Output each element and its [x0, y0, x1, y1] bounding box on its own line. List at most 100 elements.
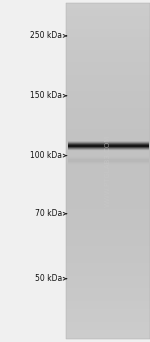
- Bar: [66, 326, 150, 330]
- Bar: [66, 58, 150, 62]
- Bar: [68, 150, 148, 151]
- Bar: [66, 3, 150, 8]
- Bar: [66, 205, 150, 209]
- Bar: [66, 70, 150, 75]
- Bar: [68, 159, 148, 160]
- Bar: [66, 41, 150, 45]
- Bar: [66, 247, 150, 251]
- Bar: [68, 157, 148, 158]
- Bar: [66, 121, 150, 125]
- Bar: [66, 276, 150, 280]
- Bar: [66, 125, 150, 129]
- Bar: [66, 133, 150, 137]
- Bar: [66, 117, 150, 121]
- Bar: [68, 162, 148, 163]
- Bar: [66, 313, 150, 318]
- Bar: [66, 192, 150, 196]
- Bar: [66, 280, 150, 284]
- Bar: [66, 267, 150, 272]
- Text: WWW.PTGLAB3.COM: WWW.PTGLAB3.COM: [105, 135, 111, 207]
- Bar: [68, 161, 148, 162]
- Bar: [66, 305, 150, 309]
- Bar: [66, 217, 150, 221]
- Bar: [66, 318, 150, 322]
- Bar: [66, 322, 150, 326]
- Bar: [66, 137, 150, 142]
- Bar: [66, 100, 150, 104]
- Bar: [66, 334, 150, 339]
- Bar: [66, 297, 150, 301]
- Bar: [66, 108, 150, 112]
- Bar: [66, 272, 150, 276]
- Bar: [66, 213, 150, 217]
- Bar: [66, 87, 150, 91]
- Bar: [66, 251, 150, 255]
- Bar: [66, 230, 150, 234]
- Bar: [66, 238, 150, 242]
- Bar: [66, 16, 150, 20]
- Bar: [68, 160, 148, 161]
- Bar: [66, 158, 150, 163]
- Bar: [66, 12, 150, 16]
- Text: 70 kDa: 70 kDa: [35, 209, 62, 218]
- Bar: [66, 242, 150, 246]
- Bar: [68, 146, 148, 147]
- Bar: [66, 234, 150, 238]
- Bar: [66, 330, 150, 334]
- Bar: [66, 104, 150, 108]
- Bar: [66, 62, 150, 66]
- Bar: [68, 158, 148, 159]
- Bar: [66, 154, 150, 158]
- Bar: [66, 180, 150, 184]
- Bar: [68, 163, 148, 164]
- Bar: [68, 164, 148, 165]
- Bar: [66, 196, 150, 200]
- Bar: [66, 171, 150, 175]
- Bar: [68, 156, 148, 157]
- Bar: [66, 292, 150, 297]
- Bar: [66, 66, 150, 70]
- Bar: [68, 143, 148, 144]
- Text: 100 kDa: 100 kDa: [30, 151, 62, 160]
- Bar: [68, 147, 148, 148]
- Bar: [66, 225, 150, 230]
- Bar: [66, 301, 150, 305]
- Bar: [66, 184, 150, 188]
- Bar: [66, 75, 150, 79]
- Bar: [66, 188, 150, 192]
- Text: 50 kDa: 50 kDa: [35, 274, 62, 283]
- Bar: [66, 209, 150, 213]
- Text: 250 kDa: 250 kDa: [30, 31, 62, 40]
- Bar: [66, 263, 150, 267]
- Bar: [66, 20, 150, 24]
- Bar: [66, 200, 150, 205]
- Bar: [66, 284, 150, 288]
- Bar: [66, 221, 150, 225]
- Bar: [66, 129, 150, 133]
- Bar: [66, 112, 150, 117]
- Bar: [66, 3, 150, 339]
- Bar: [66, 259, 150, 263]
- Bar: [66, 255, 150, 259]
- Bar: [66, 309, 150, 313]
- Bar: [68, 144, 148, 145]
- Bar: [66, 83, 150, 87]
- Text: 150 kDa: 150 kDa: [30, 91, 62, 100]
- Bar: [66, 167, 150, 171]
- Bar: [66, 175, 150, 180]
- Bar: [68, 142, 148, 143]
- Bar: [68, 149, 148, 150]
- Bar: [66, 24, 150, 29]
- Bar: [66, 50, 150, 54]
- Bar: [68, 148, 148, 149]
- Bar: [66, 8, 150, 12]
- Bar: [66, 37, 150, 41]
- Bar: [66, 150, 150, 154]
- Bar: [66, 29, 150, 33]
- Bar: [68, 141, 148, 142]
- Bar: [66, 79, 150, 83]
- Bar: [66, 91, 150, 96]
- Bar: [66, 163, 150, 167]
- Bar: [66, 288, 150, 292]
- Bar: [66, 45, 150, 50]
